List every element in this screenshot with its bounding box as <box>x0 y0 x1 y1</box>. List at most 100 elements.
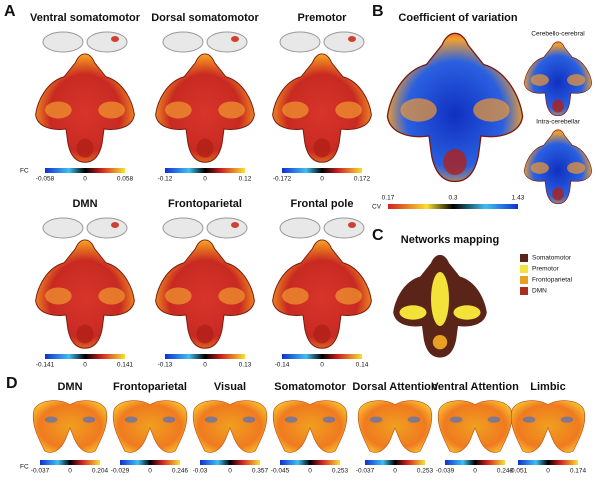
map-title: Dorsal Attention <box>352 381 437 393</box>
colorbar <box>40 460 100 465</box>
brain-lobule <box>313 138 331 158</box>
colorbar-label: 0 <box>148 468 152 475</box>
flat-map <box>112 400 188 453</box>
panel-letter: C <box>372 227 384 244</box>
cortex-view <box>279 31 321 53</box>
colorbar-label: 0 <box>83 362 87 369</box>
legend-swatch <box>520 265 528 273</box>
flat-map <box>437 400 513 453</box>
brain-lobule <box>196 138 214 158</box>
cortex-view <box>42 217 84 239</box>
brain-lobule <box>400 98 437 122</box>
flat-patch <box>44 416 58 423</box>
flat-patch <box>369 416 383 423</box>
colorbar-label: 0 <box>546 468 550 475</box>
colorbar <box>365 460 425 465</box>
brain-map <box>272 53 372 163</box>
colorbar-label: 0.253 <box>417 468 434 475</box>
brain-surface <box>35 239 135 349</box>
inset-title: Cerebello-cerebral <box>531 31 585 38</box>
flat-patch <box>284 416 298 423</box>
colorbar <box>165 354 245 359</box>
legend-label: Frontoparietal <box>532 277 573 284</box>
panel-letter: B <box>372 3 384 20</box>
cortex-view <box>323 31 365 53</box>
brain-surface <box>35 53 135 163</box>
cortex-view <box>323 217 365 239</box>
cortex-highlight <box>231 222 239 228</box>
colorbar-label: 0 <box>83 176 87 183</box>
panel-letter: D <box>6 375 18 392</box>
colorbar-label: 0.253 <box>332 468 349 475</box>
colorbar <box>388 204 518 209</box>
brain-lobule <box>313 324 331 344</box>
colorbar-label: 0 <box>320 176 324 183</box>
colorbar-label: 0.174 <box>570 468 587 475</box>
flat-patch <box>322 416 336 423</box>
colorbar-label: 0 <box>68 468 72 475</box>
colorbar-label: -0.037 <box>31 468 50 475</box>
network-region <box>431 272 449 326</box>
colorbar-label: 0.248 <box>497 468 514 475</box>
map-title: Frontoparietal <box>168 198 242 210</box>
flat-map <box>192 400 268 453</box>
brain-lobule <box>567 162 586 174</box>
network-region <box>453 305 481 320</box>
cortex-view <box>42 31 84 53</box>
flat-map <box>272 400 348 453</box>
colorbar <box>45 168 125 173</box>
brain-surface <box>155 53 255 163</box>
brain-lobule <box>282 287 309 305</box>
brain-surface <box>155 239 255 349</box>
map-title: Somatomotor <box>274 381 346 393</box>
map-title: Ventral Attention <box>431 381 519 393</box>
colorbar-label: 0 <box>320 362 324 369</box>
cortex-highlight <box>231 36 239 42</box>
flat-surface <box>192 400 268 453</box>
colorbar-label: -0.051 <box>509 468 528 475</box>
legend-label: Somatomotor <box>532 255 572 262</box>
brain-lobule <box>98 287 125 305</box>
fc-label: FC <box>20 168 29 175</box>
network-map <box>393 254 487 358</box>
colorbar-label: 0.172 <box>354 176 371 183</box>
colorbar-label: -0.172 <box>273 176 292 183</box>
brain-surface <box>523 41 593 117</box>
brain-lobule <box>443 149 467 175</box>
brain-map <box>272 239 372 349</box>
brain-map <box>523 129 593 205</box>
colorbar <box>165 168 245 173</box>
map-title: DMN <box>57 381 82 393</box>
brain-surface <box>272 53 372 163</box>
brain-lobule <box>76 324 94 344</box>
colorbar-label: 0.14 <box>356 362 369 369</box>
brain-lobule <box>218 287 245 305</box>
flat-surface <box>32 400 108 453</box>
colorbar <box>445 460 505 465</box>
flat-patch <box>449 416 463 423</box>
colorbar <box>200 460 260 465</box>
flat-patch <box>82 416 96 423</box>
map-title: Premotor <box>298 12 348 24</box>
colorbar <box>120 460 180 465</box>
brain-surface <box>386 32 524 183</box>
colorbar-label: 1.43 <box>512 195 525 202</box>
cortex-view <box>162 31 204 53</box>
colorbar-label: -0.13 <box>158 362 173 369</box>
panel-letter: A <box>4 3 16 20</box>
brain-lobule <box>218 101 245 119</box>
cortex-view <box>86 31 128 53</box>
brain-lobule <box>196 324 214 344</box>
flat-surface <box>112 400 188 453</box>
colorbar-label: 0.204 <box>92 468 109 475</box>
flat-patch <box>162 416 176 423</box>
brain-lobule <box>530 162 549 174</box>
fc-label: FC <box>20 464 29 471</box>
cortex-highlight <box>111 36 119 42</box>
map-title: Frontal pole <box>291 198 354 210</box>
map-title: Limbic <box>530 381 565 393</box>
colorbar-label: 0.058 <box>117 176 134 183</box>
colorbar-label: 0.357 <box>252 468 269 475</box>
brain-map <box>386 32 524 183</box>
network-region <box>432 335 448 350</box>
